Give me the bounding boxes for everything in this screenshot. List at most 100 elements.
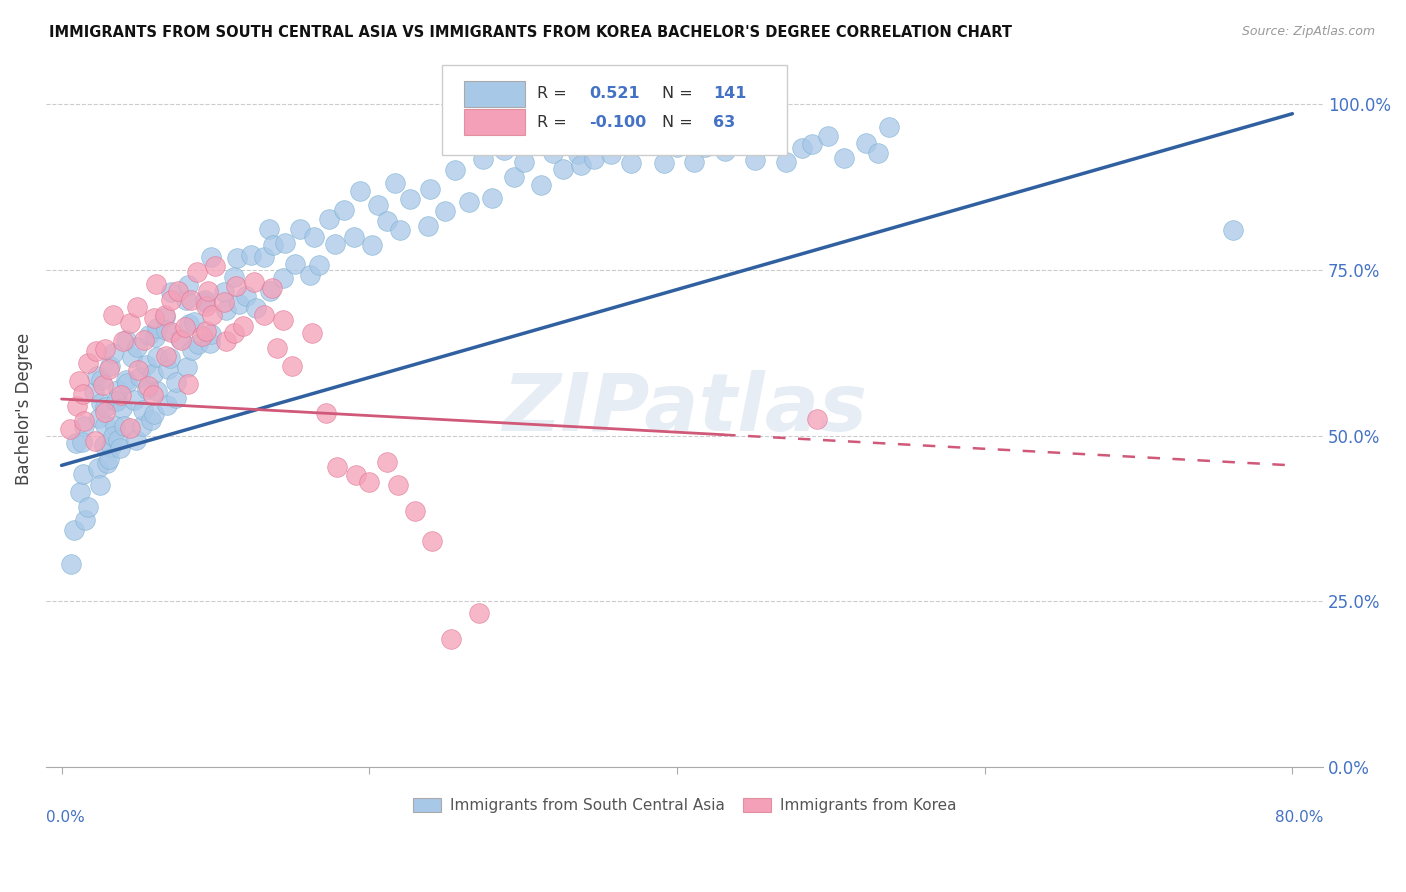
Point (384, 176, 406, 190)
Text: 63: 63 (713, 115, 735, 130)
Point (567, 147, 589, 161)
Point (298, 268, 321, 282)
Point (375, 455, 398, 469)
Point (727, 132, 749, 146)
Point (326, 460, 349, 475)
Point (160, 285, 183, 300)
Point (70, 434, 93, 449)
Point (201, 308, 224, 322)
Point (191, 329, 214, 343)
Point (86, 369, 108, 384)
Point (101, 428, 124, 442)
Point (142, 388, 165, 402)
Point (434, 204, 457, 219)
Point (121, 350, 143, 364)
Point (118, 316, 141, 330)
Point (173, 320, 195, 334)
Point (104, 419, 127, 434)
Point (136, 379, 159, 393)
Point (165, 391, 187, 405)
Point (107, 433, 129, 447)
Point (156, 397, 179, 411)
Point (225, 278, 247, 293)
Point (683, 155, 706, 169)
Point (69, 485, 91, 500)
Point (129, 369, 152, 384)
Point (93, 342, 115, 356)
Point (110, 388, 132, 402)
Point (90, 396, 112, 410)
Point (177, 317, 200, 331)
Text: 0.0%: 0.0% (46, 810, 84, 825)
Point (204, 259, 226, 273)
Point (419, 182, 441, 196)
Point (93, 437, 115, 451)
Point (169, 332, 191, 346)
Point (90, 373, 112, 387)
Point (111, 334, 134, 349)
Point (302, 230, 325, 244)
Point (315, 406, 337, 420)
Point (155, 310, 177, 324)
Point (176, 359, 198, 374)
Point (274, 235, 297, 250)
Point (177, 277, 200, 292)
Point (143, 311, 166, 326)
Point (108, 441, 131, 455)
Point (165, 375, 187, 389)
Point (513, 155, 536, 169)
Point (146, 350, 169, 364)
Point (806, 412, 828, 426)
Point (375, 214, 398, 228)
Point (96, 456, 118, 470)
Point (228, 297, 250, 311)
Point (62, 523, 84, 537)
Point (471, 152, 494, 166)
Point (76, 500, 98, 514)
Point (301, 326, 323, 340)
Text: N =: N = (662, 87, 697, 101)
Point (103, 345, 125, 359)
Point (125, 301, 148, 315)
Point (180, 293, 202, 308)
Point (174, 293, 197, 307)
Point (89, 478, 111, 492)
Point (84, 343, 107, 358)
Point (73, 414, 96, 428)
Point (194, 293, 217, 308)
Point (59, 557, 82, 571)
Point (349, 184, 371, 198)
Point (111, 401, 134, 415)
Point (58, 422, 80, 436)
Point (195, 298, 218, 312)
Point (146, 321, 169, 335)
Point (134, 333, 156, 347)
Point (600, 147, 623, 161)
Point (232, 318, 254, 333)
Point (183, 315, 205, 329)
Point (170, 333, 193, 347)
Point (416, 219, 439, 233)
Point (468, 606, 491, 620)
Point (153, 308, 176, 322)
Point (73, 418, 96, 433)
Point (100, 440, 122, 454)
Point (159, 351, 181, 366)
Point (332, 202, 354, 217)
Point (444, 162, 467, 177)
Point (187, 337, 209, 351)
Point (494, 144, 516, 158)
FancyBboxPatch shape (464, 81, 524, 106)
Point (262, 281, 284, 295)
Point (284, 257, 307, 271)
Point (714, 144, 737, 158)
Point (77, 356, 100, 370)
Point (240, 248, 263, 262)
Point (98, 359, 121, 374)
Point (103, 309, 125, 323)
Point (569, 158, 592, 172)
Point (235, 288, 257, 302)
Point (181, 343, 204, 358)
Point (318, 211, 340, 226)
Text: IMMIGRANTS FROM SOUTH CENTRAL ASIA VS IMMIGRANTS FROM KOREA BACHELOR'S DEGREE CO: IMMIGRANTS FROM SOUTH CENTRAL ASIA VS IM… (49, 25, 1012, 40)
